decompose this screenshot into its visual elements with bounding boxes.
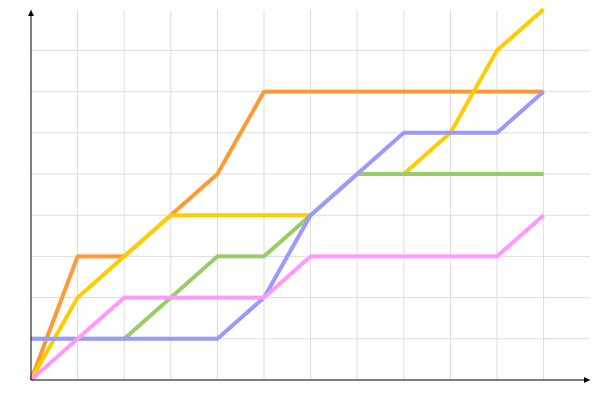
y-axis-arrow-icon xyxy=(28,10,34,16)
x-axis-arrow-icon xyxy=(584,377,590,383)
axes xyxy=(28,10,590,383)
series-lines xyxy=(29,7,545,382)
grid xyxy=(31,10,590,380)
series-line-1 xyxy=(29,89,544,381)
series-line-4 xyxy=(31,90,545,341)
series-line-2 xyxy=(29,7,545,381)
series-line-5 xyxy=(29,213,545,382)
